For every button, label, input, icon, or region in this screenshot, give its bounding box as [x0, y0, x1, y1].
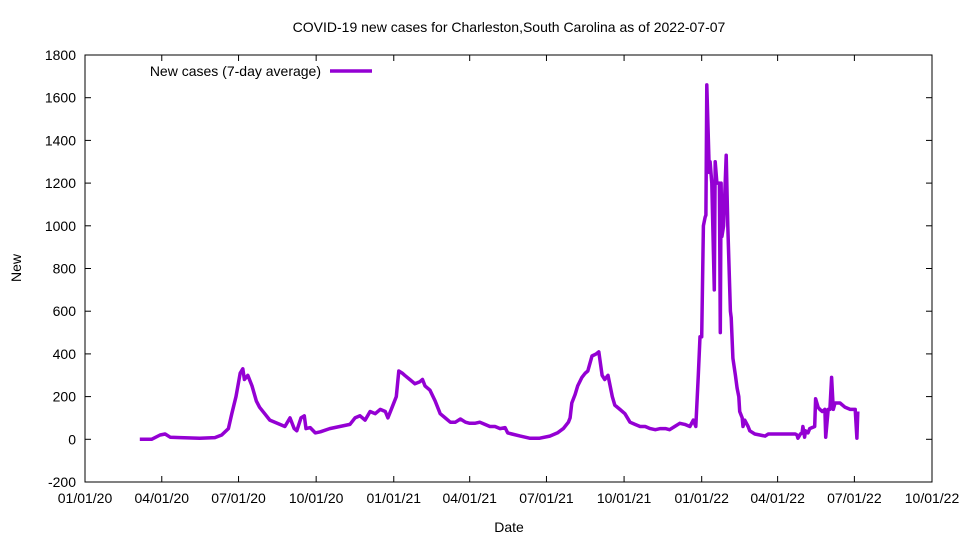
y-tick-label: 0	[68, 431, 76, 447]
x-tick-label: 10/01/21	[597, 490, 652, 506]
x-tick-label: 01/01/22	[674, 490, 729, 506]
x-tick-label: 10/01/20	[289, 490, 344, 506]
y-tick-label: 1600	[45, 90, 76, 106]
y-tick-label: 200	[53, 389, 77, 405]
x-tick-label: 01/01/21	[367, 490, 422, 506]
y-tick-label: -200	[48, 474, 76, 490]
y-tick-label: 1800	[45, 47, 76, 63]
y-tick-label: 800	[53, 261, 77, 277]
legend-label: New cases (7-day average)	[150, 63, 321, 79]
x-axis-label: Date	[494, 519, 524, 535]
chart-title: COVID-19 new cases for Charleston,South …	[293, 19, 726, 35]
plot-border	[84, 54, 933, 483]
y-tick-label: 600	[53, 303, 77, 319]
y-tick-label: 400	[53, 346, 77, 362]
x-tick-label: 07/01/22	[827, 490, 882, 506]
y-tick-label: 1000	[45, 218, 76, 234]
y-axis-label: New	[8, 253, 24, 282]
y-tick-label: 1200	[45, 175, 76, 191]
x-tick-label: 07/01/21	[519, 490, 574, 506]
series-line-new-cases	[139, 83, 860, 442]
x-tick-label: 04/01/21	[442, 490, 497, 506]
x-tick-label: 04/01/20	[135, 490, 190, 506]
x-tick-label: 01/01/20	[58, 490, 113, 506]
y-tick-label: 1400	[45, 132, 76, 148]
x-tick-label: 07/01/20	[211, 490, 266, 506]
x-tick-label: 04/01/22	[750, 490, 805, 506]
x-tick-label: 10/01/22	[905, 490, 960, 506]
